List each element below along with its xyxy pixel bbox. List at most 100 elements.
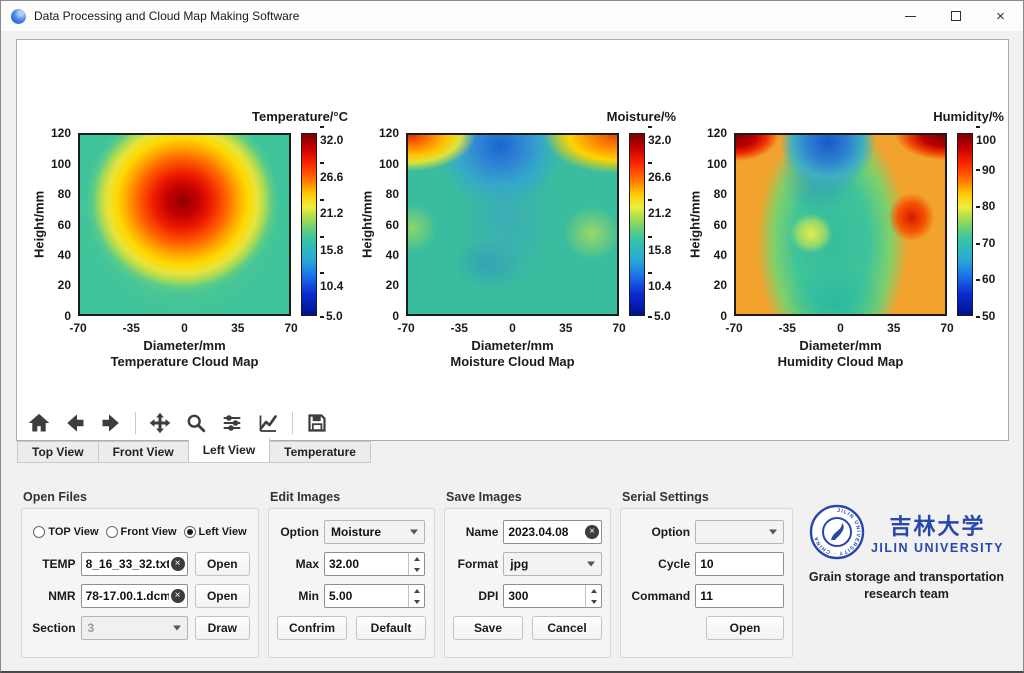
radio-selected-icon xyxy=(183,526,196,538)
cycle-input[interactable] xyxy=(695,552,784,576)
nmr-file-field-wrap: × xyxy=(80,584,188,608)
serial-open-button[interactable]: Open xyxy=(706,616,784,640)
tab-temperature[interactable]: Temperature xyxy=(270,441,371,463)
tab-front-view[interactable]: Front View xyxy=(98,441,189,463)
radio-top-view[interactable]: TOP View xyxy=(33,526,99,538)
tab-left-view[interactable]: Left View xyxy=(188,438,271,463)
nmr-label: NMR xyxy=(48,589,76,603)
jilin-university-seal-icon: JILIN UNIVERSITY · CHINA xyxy=(809,504,865,560)
back-arrow-icon xyxy=(67,414,84,432)
x-axis-ticks: -70 -35 0 35 70 xyxy=(725,321,954,335)
moisture-contour-plot xyxy=(406,133,619,316)
nmr-open-button[interactable]: Open xyxy=(194,584,251,608)
edit-option-dropdown[interactable]: Moisture xyxy=(324,520,425,544)
option-label: Option xyxy=(280,525,319,539)
cancel-button[interactable]: Cancel xyxy=(532,616,602,640)
x-axis-label: Diameter/mm xyxy=(143,338,226,353)
figure-subtitle: Humidity Cloud Map xyxy=(777,354,904,369)
spin-down-icon[interactable] xyxy=(586,596,601,607)
branding-block: JILIN UNIVERSITY · CHINA 吉林大学 JILIN UNIV… xyxy=(802,490,1011,658)
format-dropdown[interactable]: jpg xyxy=(503,552,602,576)
nmr-file-input[interactable] xyxy=(80,584,188,608)
forward-button[interactable] xyxy=(99,411,123,435)
command-input[interactable] xyxy=(695,584,784,608)
colorbar xyxy=(301,133,317,316)
plot-panel: Temperature/°C Height/mm 120 100 80 60 40 20 0… xyxy=(16,39,1009,441)
radio-front-view[interactable]: Front View xyxy=(105,526,177,538)
tab-top-view[interactable]: Top View xyxy=(17,441,99,463)
y-axis-label: Height/mm xyxy=(31,190,47,259)
dpi-label: DPI xyxy=(478,589,499,603)
view-tabbar: Top View Front View Left View Temperatur… xyxy=(17,438,371,463)
forward-arrow-icon xyxy=(102,414,119,432)
close-button[interactable]: × xyxy=(978,1,1023,31)
maximize-button[interactable] xyxy=(933,1,978,31)
cycle-label: Cycle xyxy=(658,557,691,571)
spin-up-icon[interactable] xyxy=(409,553,424,564)
figures-row: Temperature/°C Height/mm 120 100 80 60 40 20 0… xyxy=(31,107,1005,407)
section-label: Section xyxy=(32,621,76,635)
serial-option-dropdown[interactable] xyxy=(695,520,784,544)
y-axis-ticks: 120 100 80 60 40 20 0 xyxy=(50,126,71,323)
spin-down-icon[interactable] xyxy=(409,596,424,607)
default-button[interactable]: Default xyxy=(356,616,426,640)
spin-up-icon[interactable] xyxy=(586,585,601,596)
edit-images-group: Edit Images Option Moisture Max xyxy=(268,490,435,658)
humidity-contour-plot xyxy=(734,133,947,316)
y-axis-ticks: 120 100 80 60 40 20 0 xyxy=(378,126,399,323)
minimize-button[interactable] xyxy=(888,1,933,31)
name-field-wrap: × xyxy=(503,520,602,544)
temp-file-field-wrap: × xyxy=(80,552,188,576)
controls-area: Open Files TOP View Front View Left View xyxy=(21,490,1011,658)
serial-settings-group: Serial Settings Option Cycle Comman xyxy=(620,490,793,658)
university-name-en: JILIN UNIVERSITY xyxy=(870,541,1005,555)
chevron-down-icon xyxy=(587,561,595,567)
maximize-icon xyxy=(950,11,961,21)
cycle-field-wrap xyxy=(695,552,784,576)
window-title: Data Processing and Cloud Map Making Sof… xyxy=(34,9,300,23)
confirm-button[interactable]: Confrim xyxy=(277,616,347,640)
subplots-button[interactable] xyxy=(220,411,244,435)
temperature-contour-plot xyxy=(78,133,291,316)
back-button[interactable] xyxy=(63,411,87,435)
colorbar-ticks: 32.0 26.6 21.2 15.8 10.4 5.0 xyxy=(320,133,346,323)
clear-icon[interactable]: × xyxy=(170,589,185,603)
max-spinbox-wrap xyxy=(324,552,425,576)
plot-edit-button[interactable] xyxy=(256,411,280,435)
radio-left-view[interactable]: Left View xyxy=(183,526,247,538)
save-button[interactable] xyxy=(305,411,329,435)
title-bar: Data Processing and Cloud Map Making Sof… xyxy=(1,1,1023,31)
clear-icon[interactable]: × xyxy=(170,557,185,571)
pan-button[interactable] xyxy=(148,411,172,435)
colorbar-ticks: 100 90 80 70 60 50 xyxy=(976,133,1002,323)
chevron-down-icon xyxy=(769,529,777,535)
zoom-button[interactable] xyxy=(184,411,208,435)
x-axis-ticks: -70 -35 0 35 70 xyxy=(397,321,626,335)
draw-button[interactable]: Draw xyxy=(194,616,250,640)
clear-icon[interactable]: × xyxy=(585,525,599,539)
min-label: Min xyxy=(298,589,319,603)
open-files-group: Open Files TOP View Front View Left View xyxy=(21,490,259,658)
sliders-icon xyxy=(223,415,241,431)
x-axis-label: Diameter/mm xyxy=(799,338,882,353)
section-dropdown[interactable]: 3 xyxy=(80,616,188,640)
spin-up-icon[interactable] xyxy=(409,585,424,596)
serial-option-label: Option xyxy=(651,525,691,539)
colorbar xyxy=(629,133,645,316)
save-image-button[interactable]: Save xyxy=(453,616,523,640)
pan-icon xyxy=(149,412,171,434)
figure-moisture: Moisture/% Height/mm 120 100 80 60 40 20 0 -70… xyxy=(359,107,677,407)
command-label: Command xyxy=(631,589,691,603)
y-axis-label: Height/mm xyxy=(687,190,703,259)
temp-open-button[interactable]: Open xyxy=(194,552,251,576)
spin-down-icon[interactable] xyxy=(409,564,424,575)
home-icon xyxy=(28,413,50,432)
group-title: Serial Settings xyxy=(622,490,709,504)
command-field-wrap xyxy=(695,584,784,608)
temp-file-input[interactable] xyxy=(80,552,188,576)
toolbar-separator xyxy=(135,412,136,434)
home-button[interactable] xyxy=(27,411,51,435)
group-title: Save Images xyxy=(446,490,522,504)
chevron-down-icon xyxy=(172,625,181,631)
app-icon xyxy=(11,8,26,24)
